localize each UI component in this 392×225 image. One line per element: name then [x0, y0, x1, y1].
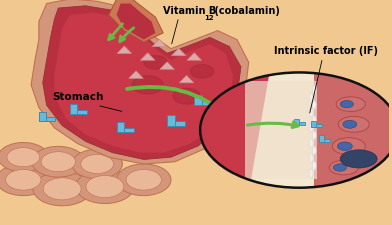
Circle shape — [116, 164, 171, 196]
FancyBboxPatch shape — [311, 121, 316, 128]
Ellipse shape — [312, 131, 316, 140]
Ellipse shape — [329, 160, 358, 175]
Ellipse shape — [309, 109, 313, 117]
FancyBboxPatch shape — [194, 101, 212, 106]
Ellipse shape — [336, 97, 365, 112]
FancyArrowPatch shape — [127, 88, 228, 117]
Text: (cobalamin): (cobalamin) — [211, 6, 279, 16]
Circle shape — [72, 150, 122, 179]
Ellipse shape — [309, 94, 313, 102]
FancyBboxPatch shape — [39, 117, 55, 122]
Ellipse shape — [332, 138, 365, 155]
Circle shape — [76, 170, 134, 204]
Circle shape — [0, 164, 51, 196]
Polygon shape — [140, 54, 155, 61]
FancyBboxPatch shape — [70, 105, 77, 115]
FancyBboxPatch shape — [167, 122, 185, 126]
Polygon shape — [43, 7, 241, 160]
Ellipse shape — [338, 142, 352, 151]
Circle shape — [5, 170, 41, 190]
FancyBboxPatch shape — [116, 123, 124, 133]
Circle shape — [126, 170, 162, 190]
Ellipse shape — [340, 101, 354, 108]
Circle shape — [33, 172, 91, 206]
FancyBboxPatch shape — [294, 119, 299, 126]
Polygon shape — [245, 82, 317, 179]
Polygon shape — [200, 73, 269, 188]
FancyBboxPatch shape — [319, 135, 324, 142]
Polygon shape — [116, 4, 156, 40]
Circle shape — [0, 143, 49, 172]
Text: 12: 12 — [204, 15, 214, 21]
Ellipse shape — [333, 164, 347, 171]
FancyBboxPatch shape — [311, 125, 322, 128]
FancyBboxPatch shape — [194, 96, 202, 106]
Circle shape — [41, 152, 76, 172]
Ellipse shape — [312, 101, 316, 110]
Polygon shape — [129, 72, 143, 79]
Ellipse shape — [309, 169, 313, 178]
Polygon shape — [171, 49, 186, 56]
Ellipse shape — [343, 121, 357, 129]
Ellipse shape — [309, 124, 313, 133]
FancyBboxPatch shape — [294, 123, 305, 126]
Ellipse shape — [312, 162, 316, 170]
FancyArrowPatch shape — [247, 122, 298, 128]
FancyBboxPatch shape — [319, 139, 330, 142]
Polygon shape — [152, 40, 167, 47]
Circle shape — [81, 155, 114, 174]
Circle shape — [200, 73, 392, 188]
Ellipse shape — [309, 154, 313, 163]
Polygon shape — [187, 54, 201, 61]
FancyBboxPatch shape — [39, 112, 46, 122]
FancyArrowPatch shape — [120, 29, 134, 42]
Polygon shape — [160, 63, 174, 70]
Ellipse shape — [312, 116, 316, 125]
Circle shape — [144, 56, 167, 70]
Circle shape — [200, 73, 392, 188]
Circle shape — [43, 178, 81, 200]
Circle shape — [173, 89, 200, 105]
Circle shape — [191, 65, 214, 79]
Ellipse shape — [312, 86, 316, 94]
Ellipse shape — [338, 117, 369, 133]
Ellipse shape — [309, 139, 313, 148]
Circle shape — [32, 147, 85, 177]
Polygon shape — [117, 47, 132, 54]
FancyArrowPatch shape — [109, 25, 123, 40]
Circle shape — [7, 148, 40, 167]
Ellipse shape — [312, 146, 316, 155]
Text: Vitamin B: Vitamin B — [163, 6, 216, 16]
Circle shape — [132, 76, 163, 94]
Polygon shape — [179, 76, 194, 83]
Polygon shape — [109, 0, 163, 43]
Circle shape — [86, 176, 124, 198]
FancyBboxPatch shape — [167, 116, 174, 126]
FancyBboxPatch shape — [70, 110, 87, 115]
Text: Intrinsic factor (IF): Intrinsic factor (IF) — [274, 46, 378, 56]
Polygon shape — [314, 73, 392, 188]
Text: Stomach: Stomach — [52, 91, 103, 101]
FancyBboxPatch shape — [116, 128, 134, 133]
Ellipse shape — [340, 150, 377, 168]
Polygon shape — [31, 0, 249, 164]
Polygon shape — [54, 14, 233, 153]
